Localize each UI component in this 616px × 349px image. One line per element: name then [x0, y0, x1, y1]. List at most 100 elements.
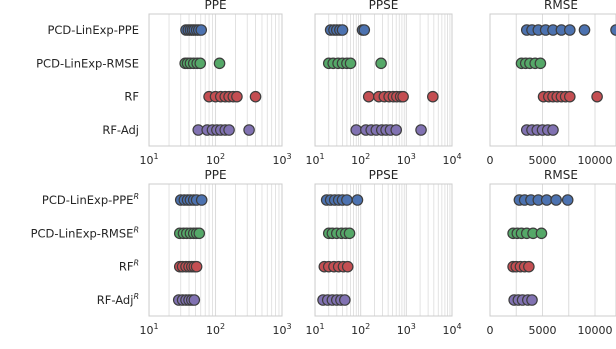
- x-tick-label: 104: [442, 152, 461, 167]
- series-RF-Adj: [317, 294, 351, 306]
- x-tick-exponent: 1: [153, 152, 158, 161]
- data-point: [534, 57, 547, 70]
- data-point: [249, 90, 262, 103]
- row-label: RF: [124, 90, 139, 104]
- series-RF-Adj: [520, 124, 559, 136]
- row-label: PCD-LinExp-PPE: [47, 23, 139, 37]
- data-point: [351, 194, 364, 206]
- x-tick-exponent: 3: [286, 322, 291, 331]
- series-RF-Adj: [508, 294, 538, 306]
- grid: [149, 184, 280, 316]
- row-label-superscript: R: [133, 225, 139, 234]
- data-point: [341, 194, 353, 206]
- data-point: [213, 57, 226, 70]
- x-tick-label: 101: [139, 322, 158, 337]
- data-point: [194, 57, 207, 70]
- x-tick-label: 5000: [529, 324, 557, 337]
- data-point: [550, 194, 562, 206]
- series-PCD-LinExp-PPE: [174, 194, 208, 206]
- panel-title: PPE: [204, 168, 226, 182]
- data-point: [427, 90, 439, 103]
- series-PCD-LinExp-PPE: [320, 194, 364, 206]
- panel-6: RMSE 0 5000 10000: [487, 168, 616, 337]
- x-tick-label: 0: [487, 154, 494, 167]
- panel-5: PPSE 101 102 103 104: [305, 168, 461, 337]
- x-tick-label: 102: [351, 322, 370, 337]
- panel-title: RMSE: [544, 0, 578, 12]
- x-tick-label: 5000: [529, 154, 557, 167]
- data-point: [193, 227, 206, 240]
- data-point: [336, 24, 349, 36]
- x-tick-label: 103: [272, 152, 291, 167]
- panel-title: PPSE: [369, 168, 399, 182]
- x-tick-label: 101: [139, 152, 158, 167]
- data-point: [190, 260, 203, 273]
- grid: [490, 14, 596, 146]
- series-RF: [203, 90, 262, 103]
- panel-frame: [314, 183, 453, 317]
- x-tick-exponent: 2: [220, 322, 225, 331]
- x-tick-exponent: 4: [456, 152, 461, 161]
- row-label-superscript: R: [133, 292, 139, 301]
- data-point: [591, 90, 603, 103]
- data-point: [563, 24, 576, 36]
- series-PCD-LinExp-PPE: [513, 194, 574, 206]
- series-RF-Adj: [192, 124, 255, 136]
- series-RF-Adj: [172, 294, 201, 306]
- panel-frame: [314, 13, 453, 147]
- x-tick-exponent: 1: [319, 152, 324, 161]
- x-tick-label: 10000: [578, 154, 613, 167]
- data-point: [358, 24, 371, 36]
- series-PCD-LinExp-RMSE: [507, 227, 548, 240]
- grid: [490, 184, 596, 316]
- x-tick-label: 10000: [578, 324, 613, 337]
- data-point: [561, 194, 574, 206]
- data-point: [523, 260, 535, 273]
- data-point: [195, 194, 208, 206]
- x-tick-exponent: 4: [456, 322, 461, 331]
- series-PCD-LinExp-RMSE: [515, 57, 547, 70]
- data-point: [390, 124, 403, 136]
- data-point: [243, 124, 255, 136]
- data-point: [578, 24, 591, 36]
- row-label: RFR: [119, 259, 139, 274]
- panel-2: PPSE 101 102 103 104: [305, 0, 461, 167]
- panel-title: RMSE: [544, 168, 578, 182]
- panel-1: PPE 101 102 103 PCD-LinExp-PPE PCD-LinExp-RMS…: [36, 0, 291, 167]
- series-RF: [362, 90, 439, 103]
- series-PCD-LinExp-PPE: [520, 24, 616, 36]
- data-point: [547, 124, 559, 136]
- x-tick-exponent: 3: [411, 322, 416, 331]
- panel-frame: [489, 183, 616, 317]
- data-point: [397, 90, 409, 103]
- data-point: [188, 294, 201, 306]
- data-point: [344, 57, 357, 70]
- panel-frame: [489, 13, 616, 147]
- row-label: PCD-LinExp-RMSER: [31, 225, 139, 240]
- data-point: [339, 294, 351, 306]
- x-tick-exponent: 2: [220, 152, 225, 161]
- series-PCD-LinExp-RMSE: [322, 57, 387, 70]
- panel-frame: [148, 183, 283, 317]
- panel-3: RMSE 0 5000 10000: [487, 0, 616, 167]
- series-PCD-LinExp-PPE: [324, 24, 371, 36]
- row-label: PCD-LinExp-PPER: [42, 192, 139, 207]
- panel-title: PPE: [204, 0, 226, 12]
- x-tick-label: 101: [305, 322, 324, 337]
- data-point: [231, 90, 243, 103]
- data-point: [563, 90, 576, 103]
- series-PCD-LinExp-PPE: [180, 24, 208, 36]
- data-point: [415, 124, 427, 136]
- series-PCD-LinExp-RMSE: [322, 227, 356, 240]
- series-PCD-LinExp-RMSE: [179, 57, 226, 70]
- row-label: RF-AdjR: [97, 292, 139, 307]
- x-tick-label: 104: [442, 322, 461, 337]
- data-point: [610, 24, 616, 36]
- series-RF: [507, 260, 535, 273]
- data-point: [343, 227, 356, 240]
- x-tick-exponent: 1: [153, 322, 158, 331]
- panel-4: PPE 101 102 103 PCD-LinExp-PPER PCD-LinExp-RM…: [31, 168, 292, 337]
- panel-title: PPSE: [369, 0, 399, 12]
- row-label-superscript: R: [133, 259, 139, 268]
